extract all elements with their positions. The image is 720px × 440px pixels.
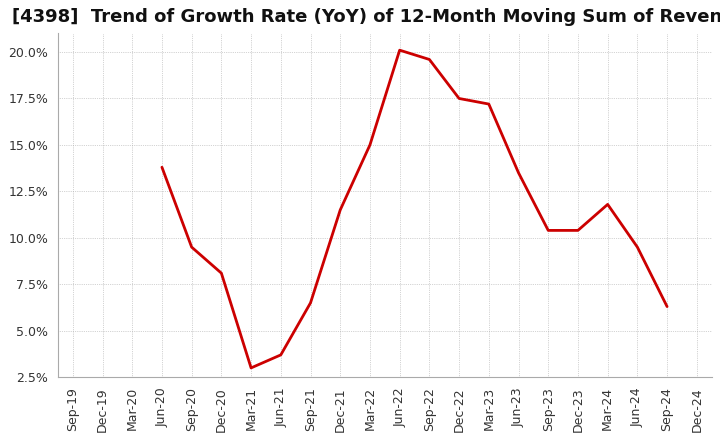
Title: [4398]  Trend of Growth Rate (YoY) of 12-Month Moving Sum of Revenues: [4398] Trend of Growth Rate (YoY) of 12-…	[12, 8, 720, 26]
